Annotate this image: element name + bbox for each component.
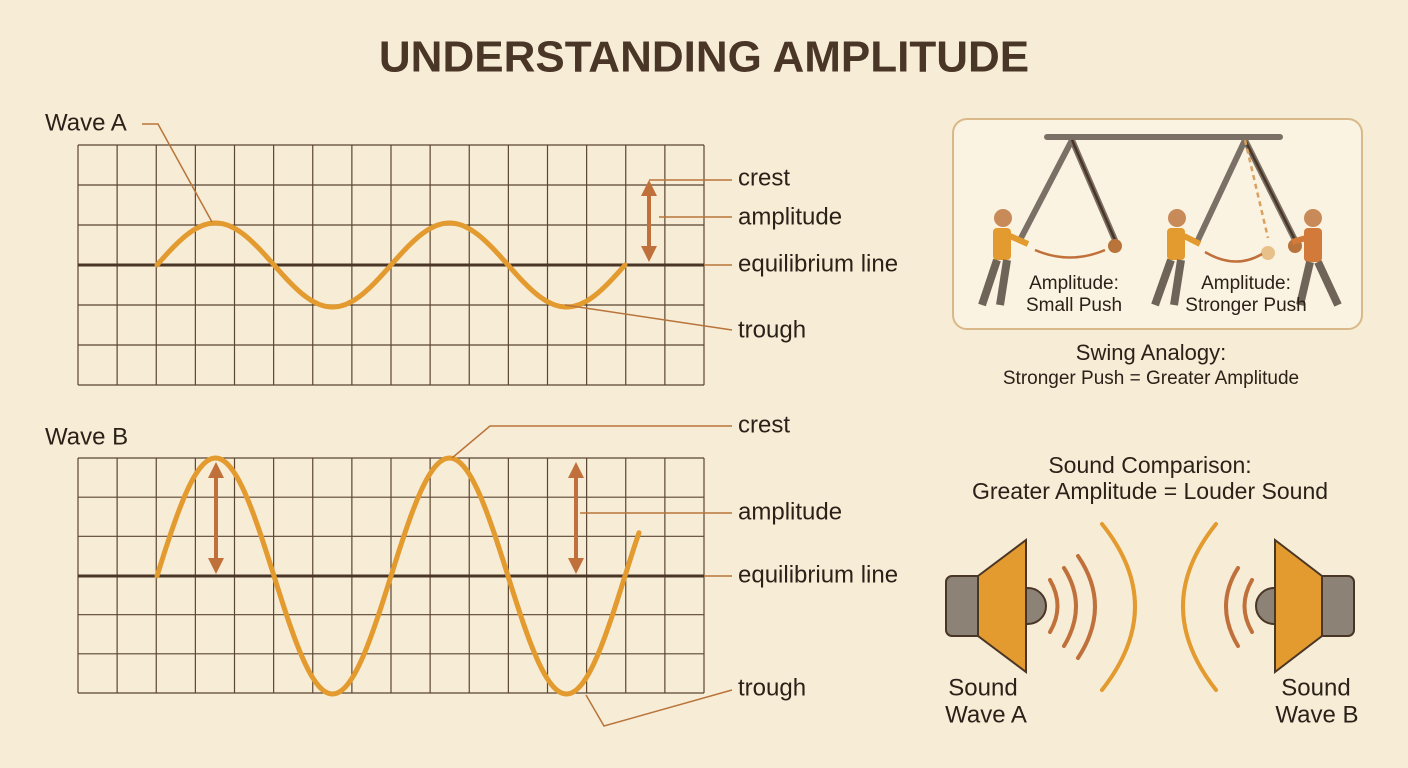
- sound-waves-a: [1048, 522, 1137, 692]
- leaders: [564, 179, 733, 331]
- leader: [142, 123, 213, 223]
- swing-left-label: Amplitude:: [1029, 273, 1119, 294]
- swing-right-label: Amplitude:: [1201, 273, 1291, 294]
- swing-caption-title: Swing Analogy:: [1076, 340, 1226, 365]
- speaker-b: [1255, 537, 1355, 675]
- amplitude-label: amplitude: [738, 498, 842, 525]
- person: [1291, 209, 1342, 307]
- person: [978, 209, 1030, 307]
- sound-title: Sound Comparison:: [1048, 452, 1251, 478]
- leaders: [451, 425, 733, 727]
- crest-label: crest: [738, 411, 790, 438]
- swing-left-label: Small Push: [1026, 295, 1122, 316]
- equilibrium-label: equilibrium line: [738, 250, 898, 277]
- title: UNDERSTANDING AMPLITUDE: [379, 33, 1029, 82]
- swing-seat-ghost: [1261, 246, 1275, 260]
- speaker-b-label: Wave B: [1275, 701, 1358, 728]
- wave-b: [154, 455, 642, 697]
- swing-right-label: Stronger Push: [1185, 295, 1306, 316]
- person: [1151, 209, 1202, 307]
- wave-a: [154, 220, 628, 310]
- amplitude-label: amplitude: [738, 203, 842, 230]
- swing-ropes: [1070, 139, 1297, 241]
- speaker-a-label: Wave A: [945, 701, 1027, 728]
- speaker-b-label: Sound: [1281, 674, 1350, 701]
- equilibrium-label: equilibrium line: [738, 561, 898, 588]
- push-arrows: [1034, 248, 1263, 263]
- crest-label: crest: [738, 164, 790, 191]
- speaker-a-label: Sound: [948, 674, 1017, 701]
- wave-b-label: Wave B: [45, 423, 128, 450]
- speaker-a: [945, 538, 1047, 674]
- sound-waves-b: [1181, 522, 1254, 692]
- swing-caption: Stronger Push = Greater Amplitude: [1003, 368, 1299, 389]
- trough-label: trough: [738, 674, 806, 701]
- trough-label: trough: [738, 316, 806, 343]
- swing-seat: [1108, 239, 1122, 253]
- wave-a-label: Wave A: [45, 109, 127, 136]
- sound-subtitle: Greater Amplitude = Louder Sound: [972, 478, 1328, 504]
